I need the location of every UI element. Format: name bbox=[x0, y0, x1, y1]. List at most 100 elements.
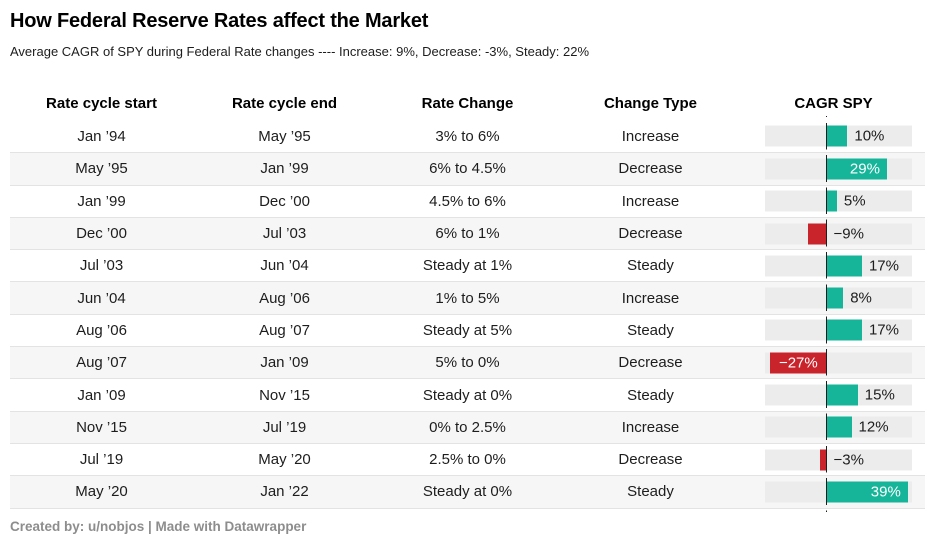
cell-cagr-spy: 17% bbox=[742, 250, 925, 281]
cell-rate-cycle-start: Jan ’09 bbox=[77, 386, 126, 404]
footer-byline: Created by: u/nobjos | Made with Datawra… bbox=[10, 518, 307, 534]
cagr-bar-track: −9% bbox=[765, 223, 912, 245]
cagr-bar-positive bbox=[826, 255, 862, 277]
zero-baseline-line bbox=[826, 116, 827, 512]
cagr-value-label: 17% bbox=[868, 321, 899, 339]
cell-rate-change: Steady at 0% bbox=[422, 483, 513, 501]
cagr-bar-track: −27% bbox=[765, 352, 912, 374]
cell-rate-change: 2.5% to 0% bbox=[429, 451, 506, 469]
cagr-bar-positive: 39% bbox=[826, 481, 908, 503]
cagr-bar-positive: 29% bbox=[826, 158, 887, 180]
cell-change-type: Decrease bbox=[618, 225, 683, 243]
cell-rate-cycle-start: Aug ’06 bbox=[76, 321, 127, 339]
cagr-value-label: 5% bbox=[843, 192, 866, 210]
cagr-bar-track: 15% bbox=[765, 384, 912, 406]
chart-subtitle: Average CAGR of SPY during Federal Rate … bbox=[10, 44, 590, 59]
cell-rate-change: Steady at 0% bbox=[422, 386, 513, 404]
cell-rate-cycle-end: Jul ’19 bbox=[262, 418, 307, 436]
cell-rate-change: Steady at 5% bbox=[422, 321, 513, 339]
cell-cagr-spy: 10% bbox=[742, 120, 925, 152]
cell-cagr-spy: 12% bbox=[742, 412, 925, 443]
cagr-value-label: 29% bbox=[849, 160, 880, 178]
cell-change-type: Decrease bbox=[618, 451, 683, 469]
cagr-value-label: 8% bbox=[850, 289, 872, 307]
cell-rate-change: 6% to 1% bbox=[435, 225, 500, 243]
table-body: Jan ’94 May ’95 3% to 6% Increase 10% May ’95… bbox=[10, 120, 925, 509]
cagr-bar-negative bbox=[820, 449, 827, 471]
cell-rate-cycle-end: Jun ’04 bbox=[260, 257, 309, 275]
cell-rate-cycle-end: Aug ’06 bbox=[259, 289, 310, 307]
table-row: Jun ’04 Aug ’06 1% to 5% Increase 8% bbox=[10, 281, 925, 314]
cagr-value-label: 12% bbox=[858, 418, 889, 436]
cell-change-type: Decrease bbox=[618, 160, 683, 178]
column-header-rate-change: Rate Change bbox=[421, 94, 514, 112]
chart-title: How Federal Reserve Rates affect the Mar… bbox=[10, 10, 429, 32]
cell-rate-cycle-end: Jul ’03 bbox=[262, 225, 307, 243]
cagr-bar-track: 29% bbox=[765, 158, 912, 180]
cagr-bar-negative: −27% bbox=[770, 352, 827, 374]
cell-change-type: Steady bbox=[627, 321, 674, 339]
cagr-bar-positive bbox=[826, 190, 837, 212]
cell-rate-cycle-end: Nov ’15 bbox=[259, 386, 310, 404]
cell-rate-cycle-end: Dec ’00 bbox=[259, 192, 310, 210]
cagr-value-label: 10% bbox=[854, 127, 885, 145]
cell-change-type: Increase bbox=[621, 127, 680, 145]
cagr-bar-negative bbox=[807, 223, 827, 245]
cell-cagr-spy: 39% bbox=[742, 476, 925, 507]
cell-rate-cycle-start: May ’95 bbox=[75, 160, 128, 178]
rate-cycles-table: Rate cycle start Rate cycle end Rate Chang… bbox=[10, 86, 925, 512]
table-row: Jan ’94 May ’95 3% to 6% Increase 10% bbox=[10, 120, 925, 152]
cell-rate-change: 4.5% to 6% bbox=[429, 192, 506, 210]
cagr-bar-track: 8% bbox=[765, 287, 912, 309]
cagr-bar-positive bbox=[826, 416, 852, 438]
cell-cagr-spy: 5% bbox=[742, 186, 925, 217]
cell-rate-cycle-start: May ’20 bbox=[75, 483, 128, 501]
cell-rate-cycle-end: May ’20 bbox=[258, 451, 311, 469]
cagr-bar-track: 12% bbox=[765, 416, 912, 438]
cagr-bar-track: 17% bbox=[765, 255, 912, 277]
cagr-bar-track: 39% bbox=[765, 481, 912, 503]
table-row: Jan ’99 Dec ’00 4.5% to 6% Increase 5% bbox=[10, 184, 925, 217]
cell-cagr-spy: −3% bbox=[742, 444, 925, 475]
cell-rate-change: 1% to 5% bbox=[435, 289, 500, 307]
table-row: Jan ’09 Nov ’15 Steady at 0% Steady 15% bbox=[10, 378, 925, 410]
cagr-bar-positive bbox=[826, 319, 862, 341]
cell-cagr-spy: −9% bbox=[742, 218, 925, 249]
table-row: Aug ’06 Aug ’07 Steady at 5% Steady 17% bbox=[10, 313, 925, 346]
column-header-cagr-spy: CAGR SPY bbox=[794, 94, 873, 112]
cell-change-type: Decrease bbox=[618, 354, 683, 372]
table-header-row: Rate cycle start Rate cycle end Rate Chang… bbox=[10, 86, 925, 120]
cagr-bar-track: 17% bbox=[765, 319, 912, 341]
table-row: May ’95 Jan ’99 6% to 4.5% Decrease 29% bbox=[10, 152, 925, 185]
cell-rate-cycle-end: Jan ’09 bbox=[260, 354, 309, 372]
cell-change-type: Steady bbox=[627, 257, 674, 275]
table-row: Jul ’19 May ’20 2.5% to 0% Decrease −3% bbox=[10, 442, 925, 475]
cell-cagr-spy: 15% bbox=[742, 379, 925, 410]
cell-rate-cycle-start: Jan ’99 bbox=[77, 192, 126, 210]
column-header-rate-cycle-end: Rate cycle end bbox=[231, 94, 338, 112]
cell-rate-cycle-start: Aug ’07 bbox=[76, 354, 127, 372]
cell-rate-cycle-end: May ’95 bbox=[258, 127, 311, 145]
table-row: Dec ’00 Jul ’03 6% to 1% Decrease −9% bbox=[10, 216, 925, 250]
cell-change-type: Steady bbox=[627, 483, 674, 501]
table-row: Jul ’03 Jun ’04 Steady at 1% Steady 17% bbox=[10, 249, 925, 281]
cell-rate-change: Steady at 1% bbox=[422, 257, 513, 275]
column-header-change-type: Change Type bbox=[603, 94, 698, 112]
table-row: Aug ’07 Jan ’09 5% to 0% Decrease −27% bbox=[10, 346, 925, 379]
cagr-bar-track: 10% bbox=[765, 125, 912, 147]
cagr-value-label: 39% bbox=[870, 483, 901, 501]
cell-change-type: Steady bbox=[627, 386, 674, 404]
cagr-value-label: 15% bbox=[864, 386, 895, 404]
table-row: May ’20 Jan ’22 Steady at 0% Steady 39% bbox=[10, 475, 925, 508]
column-header-rate-cycle-start: Rate cycle start bbox=[46, 94, 157, 112]
cell-rate-change: 5% to 0% bbox=[435, 354, 500, 372]
cell-change-type: Increase bbox=[621, 418, 680, 436]
cell-rate-cycle-start: Jul ’03 bbox=[79, 257, 124, 275]
cell-rate-cycle-start: Jul ’19 bbox=[79, 451, 124, 469]
cell-rate-cycle-start: Nov ’15 bbox=[76, 418, 127, 436]
cagr-bar-positive bbox=[826, 287, 844, 309]
cell-rate-cycle-start: Jun ’04 bbox=[77, 289, 126, 307]
cell-rate-change: 3% to 6% bbox=[435, 127, 500, 145]
cell-rate-cycle-end: Aug ’07 bbox=[259, 321, 310, 339]
